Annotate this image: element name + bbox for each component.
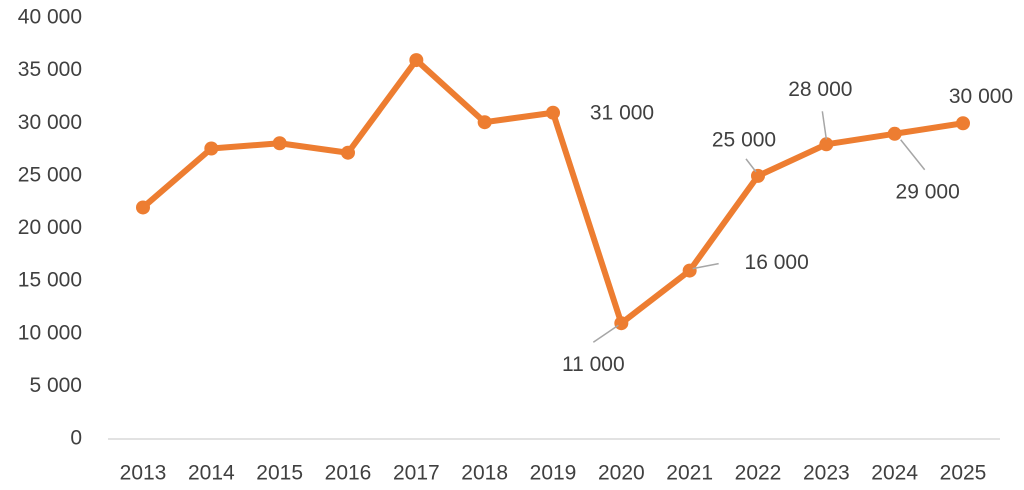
marker [956, 116, 970, 131]
y-tick-label: 30 000 [18, 111, 82, 134]
y-tick-label: 15 000 [18, 269, 82, 292]
marker [204, 141, 219, 156]
leader-line [900, 139, 926, 171]
x-tick-label: 2017 [393, 462, 440, 485]
x-tick-label: 2020 [598, 462, 645, 485]
marker [272, 136, 287, 151]
data-label: 31 000 [590, 101, 654, 124]
x-tick-label: 2014 [188, 462, 235, 485]
x-tick-label: 2023 [803, 462, 850, 485]
marker [477, 115, 492, 130]
x-tick-label: 2024 [871, 462, 918, 485]
data-label: 28 000 [788, 78, 852, 101]
leader-line [692, 262, 719, 270]
data-label: 30 000 [949, 85, 1013, 108]
x-tick-label: 2021 [666, 462, 713, 485]
y-tick-label: 40 000 [18, 6, 82, 29]
leader-line [745, 158, 757, 173]
y-tick-label: 20 000 [18, 216, 82, 239]
marker [409, 53, 424, 68]
marker [546, 105, 560, 120]
marker [136, 200, 150, 215]
y-tick-label: 35 000 [18, 58, 82, 81]
x-tick-label: 2022 [735, 462, 782, 485]
x-tick-label: 2019 [530, 462, 577, 485]
leader-line [821, 111, 828, 140]
data-label: 29 000 [896, 180, 960, 203]
x-tick-label: 2016 [325, 462, 372, 485]
x-tick-label: 2013 [120, 462, 167, 485]
marker [682, 263, 697, 278]
marker [341, 145, 355, 160]
y-tick-label: 0 [70, 427, 82, 450]
data-label: 16 000 [745, 251, 809, 274]
x-tick-label: 2025 [940, 462, 987, 485]
data-label: 25 000 [712, 128, 776, 151]
marker [751, 168, 765, 183]
x-tick-label: 2018 [461, 462, 508, 485]
y-tick-label: 25 000 [18, 163, 82, 186]
y-tick-label: 10 000 [18, 321, 82, 344]
data-label: 11 000 [562, 353, 625, 376]
marker [819, 137, 834, 152]
marker [614, 316, 629, 331]
marker [887, 126, 902, 141]
x-tick-label: 2015 [256, 462, 303, 485]
leader-line [592, 324, 619, 343]
y-tick-label: 5 000 [29, 374, 82, 397]
